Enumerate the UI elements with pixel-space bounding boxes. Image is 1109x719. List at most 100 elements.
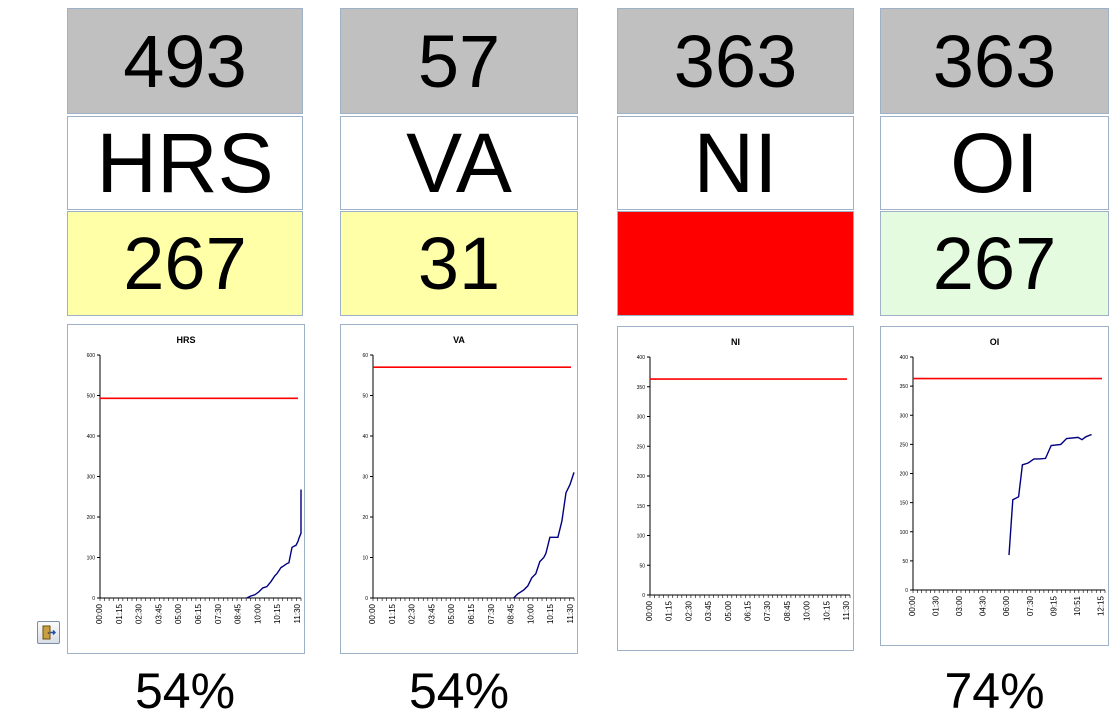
y-tick-label: 200 [900, 472, 909, 478]
x-tick-label: 02:30 [408, 603, 417, 624]
target-value-ni: 363 [617, 8, 854, 114]
chart-svg: OI 0 50 100 150 200 250 300 350 400 00:00 01:30 03:0… [900, 337, 1106, 616]
x-tick-label: 10:00 [253, 603, 262, 624]
x-tick-label: 10:00 [803, 600, 812, 621]
chart-hrs: HRS 0 100 200 300 400 500 600 00:00 01:15 02:30 03:… [67, 324, 305, 654]
x-tick-label: 05:00 [724, 600, 733, 621]
x-tick-label: 01:30 [932, 595, 941, 616]
x-tick-label: 06:15 [194, 603, 203, 624]
y-tick-label: 350 [900, 384, 909, 390]
x-tick-label: 09:15 [1049, 595, 1058, 616]
y-tick-label: 0 [642, 593, 645, 599]
metric-label-ni: NI [617, 116, 854, 210]
exit-button[interactable] [37, 621, 60, 644]
x-tick-label: 01:15 [388, 603, 397, 624]
y-tick-label: 200 [637, 474, 646, 480]
x-tick-label: 03:00 [955, 595, 964, 616]
y-tick-label: 150 [900, 501, 909, 507]
x-tick-label: 00:00 [908, 595, 917, 616]
x-tick-label: 10:00 [526, 603, 535, 624]
x-tick-label: 03:45 [427, 603, 436, 624]
y-tick-label: 400 [87, 434, 96, 440]
y-tick-label: 300 [900, 413, 909, 419]
y-tick-label: 50 [362, 394, 368, 400]
y-tick-label: 60 [362, 353, 368, 359]
actual-value-va: 31 [340, 211, 578, 316]
y-tick-label: 300 [87, 475, 96, 481]
x-tick-label: 05:00 [174, 603, 183, 624]
chart-svg: NI 0 50 100 150 200 250 300 350 400 00:00 01:15 02:3… [637, 337, 851, 621]
y-tick-label: 30 [362, 475, 368, 481]
x-tick-label: 08:45 [234, 603, 243, 624]
y-tick-label: 500 [87, 394, 96, 400]
x-tick-label: 04:30 [979, 595, 988, 616]
x-tick-label: 12:15 [1096, 595, 1105, 616]
x-tick-label: 06:15 [467, 603, 476, 624]
x-tick-label: 08:45 [507, 603, 516, 624]
actual-value-hrs: 267 [67, 211, 303, 316]
x-tick-label: 08:45 [783, 600, 792, 621]
y-tick-label: 0 [365, 596, 368, 602]
target-value-oi: 363 [880, 8, 1109, 114]
chart-title: NI [731, 337, 740, 347]
series-line [513, 472, 575, 599]
y-tick-label: 250 [900, 442, 909, 448]
x-tick-label: 05:00 [447, 603, 456, 624]
y-tick-label: 250 [637, 444, 646, 450]
chart-svg: VA 0 10 20 30 40 50 60 00:00 01:15 02:30 03:45 05:00… [362, 335, 575, 624]
y-tick-label: 0 [905, 588, 908, 594]
percent-hrs: 54% [134, 663, 236, 719]
x-tick-label: 10:15 [546, 603, 555, 624]
y-tick-label: 20 [362, 515, 368, 521]
target-value-va: 57 [340, 8, 578, 114]
chart-title: OI [990, 337, 1000, 347]
x-tick-label: 06:15 [744, 600, 753, 621]
metric-label-oi: OI [880, 116, 1109, 210]
chart-title: HRS [176, 335, 195, 345]
y-tick-label: 100 [900, 530, 909, 536]
x-tick-label: 02:30 [684, 600, 693, 621]
metric-label-hrs: HRS [67, 116, 303, 210]
percent-va: 54% [408, 663, 510, 719]
x-tick-label: 07:30 [1026, 595, 1035, 616]
chart-va: VA 0 10 20 30 40 50 60 00:00 01:15 02:30 03:45 05:00… [340, 324, 578, 654]
y-tick-label: 400 [900, 355, 909, 361]
x-tick-label: 03:45 [704, 600, 713, 621]
y-tick-label: 0 [92, 596, 95, 602]
x-tick-label: 10:15 [822, 600, 831, 621]
chart-oi: OI 0 50 100 150 200 250 300 350 400 00:00 01:30 03:0… [880, 326, 1109, 646]
x-tick-label: 10:15 [273, 603, 282, 624]
y-tick-label: 300 [637, 415, 646, 421]
actual-value-oi: 267 [880, 211, 1109, 316]
y-tick-label: 40 [362, 434, 368, 440]
y-tick-label: 400 [637, 355, 646, 361]
x-tick-label: 06:00 [1002, 595, 1011, 616]
x-tick-label: 00:00 [645, 600, 654, 621]
y-tick-label: 50 [639, 563, 645, 569]
metric-label-va: VA [340, 116, 578, 210]
actual-value-ni [617, 211, 854, 316]
percent-oi: 74% [944, 663, 1045, 719]
x-tick-label: 00:00 [95, 603, 104, 624]
y-tick-label: 50 [902, 559, 908, 565]
y-tick-label: 150 [637, 504, 646, 510]
y-tick-label: 10 [362, 556, 368, 562]
x-tick-label: 10:51 [1073, 595, 1082, 616]
x-tick-label: 11:30 [293, 603, 302, 623]
chart-ni: NI 0 50 100 150 200 250 300 350 400 00:00 01:15 02:3… [617, 326, 854, 651]
y-tick-label: 200 [87, 515, 96, 521]
y-tick-label: 350 [637, 385, 646, 391]
x-tick-label: 07:30 [763, 600, 772, 621]
series-line [246, 489, 302, 599]
x-tick-label: 01:15 [665, 600, 674, 621]
chart-title: VA [453, 335, 465, 345]
y-tick-label: 100 [637, 534, 646, 540]
x-tick-label: 07:30 [487, 603, 496, 624]
x-tick-label: 11:30 [842, 600, 851, 620]
x-tick-label: 00:00 [368, 603, 377, 624]
x-tick-label: 07:30 [214, 603, 223, 624]
series-line [1008, 433, 1092, 556]
target-value-hrs: 493 [67, 8, 303, 114]
x-tick-label: 11:30 [566, 603, 575, 623]
x-tick-label: 03:45 [154, 603, 163, 624]
